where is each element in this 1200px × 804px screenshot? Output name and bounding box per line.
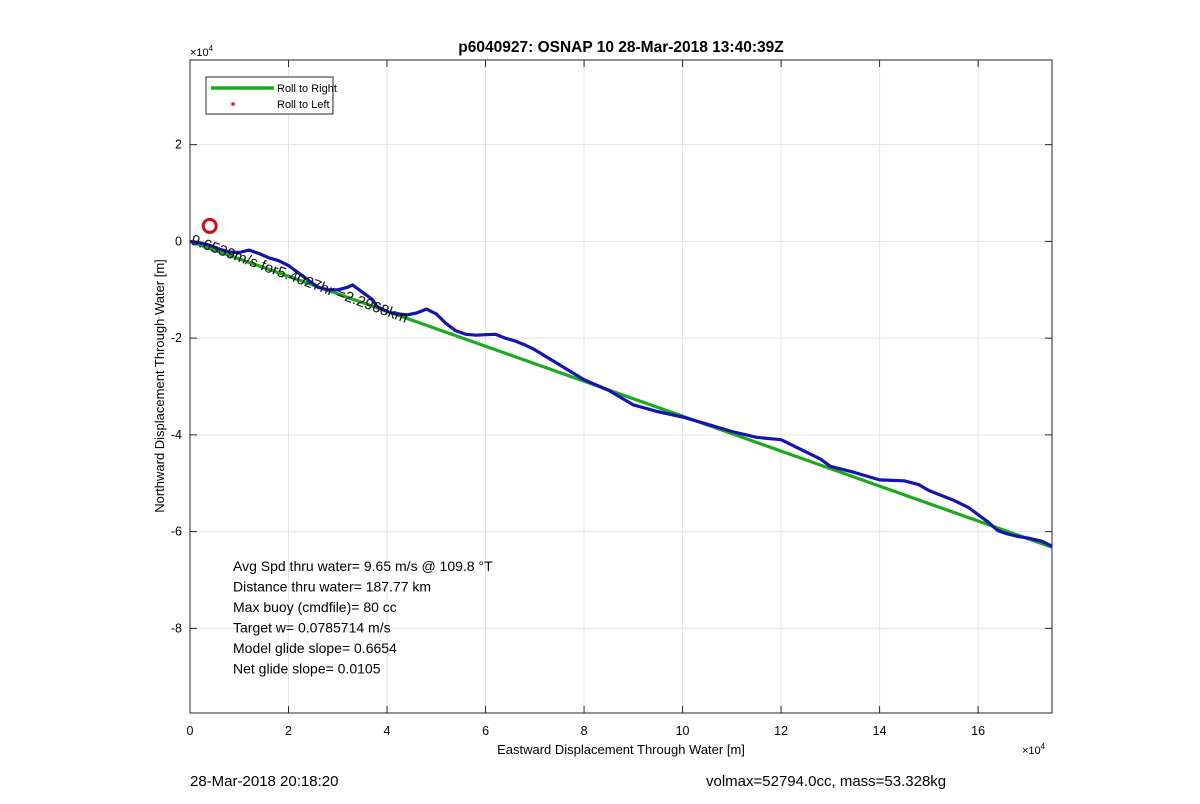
x-axis-exponent: ×104 bbox=[1022, 742, 1046, 757]
y-axis-exponent: ×104 bbox=[190, 44, 214, 59]
annotation-5: Net glide slope= 0.0105 bbox=[233, 661, 381, 677]
footer-timestamp: 28-Mar-2018 20:18:20 bbox=[190, 773, 339, 790]
x-tick-label-6: 12 bbox=[774, 724, 788, 738]
x-tick-label-0: 0 bbox=[187, 724, 194, 738]
y-tick-label-2: -4 bbox=[171, 428, 182, 442]
legend-box bbox=[205, 76, 334, 115]
legend: Roll to Right Roll to Left bbox=[205, 76, 337, 115]
y-tick-label-3: -2 bbox=[171, 331, 182, 345]
x-tick-label-1: 2 bbox=[285, 724, 292, 738]
series-line-1 bbox=[190, 239, 1052, 548]
plot-background bbox=[190, 60, 1052, 713]
y-tick-label-5: 2 bbox=[175, 138, 182, 152]
chart-title: p6040927: OSNAP 10 28-Mar-2018 13:40:39Z bbox=[458, 39, 784, 56]
legend-label-0: Roll to Right bbox=[277, 83, 337, 95]
x-tick-label-8: 16 bbox=[971, 724, 985, 738]
annotation-3: Target w= 0.0785714 m/s bbox=[233, 620, 391, 636]
legend-swatch-1 bbox=[231, 102, 235, 106]
series-line-0 bbox=[190, 239, 1052, 549]
annotation-0: Avg Spd thru water= 9.65 m/s @ 109.8 °T bbox=[233, 558, 493, 574]
y-tick-label-0: -8 bbox=[171, 621, 182, 635]
x-tick-label-5: 10 bbox=[676, 724, 690, 738]
annotation-1: Distance thru water= 187.77 km bbox=[233, 579, 431, 595]
y-tick-label-4: 0 bbox=[175, 234, 182, 248]
x-tick-label-2: 4 bbox=[384, 724, 391, 738]
x-tick-label-4: 8 bbox=[581, 724, 588, 738]
x-axis-label: Eastward Displacement Through Water [m] bbox=[497, 742, 745, 757]
y-axis-label: Northward Displacement Through Water [m] bbox=[152, 259, 167, 513]
annotation-4: Model glide slope= 0.6654 bbox=[233, 640, 397, 656]
legend-label-1: Roll to Left bbox=[277, 99, 330, 111]
start-marker-circle bbox=[201, 217, 218, 234]
x-tick-label-3: 6 bbox=[482, 724, 489, 738]
y-tick-label-1: -6 bbox=[171, 525, 182, 539]
annotation-2: Max buoy (cmdfile)= 80 cc bbox=[233, 599, 397, 615]
x-tick-label-7: 14 bbox=[873, 724, 887, 738]
plot-frame bbox=[189, 59, 1053, 714]
footer-mass-info: volmax=52794.0cc, mass=53.328kg bbox=[706, 773, 947, 790]
